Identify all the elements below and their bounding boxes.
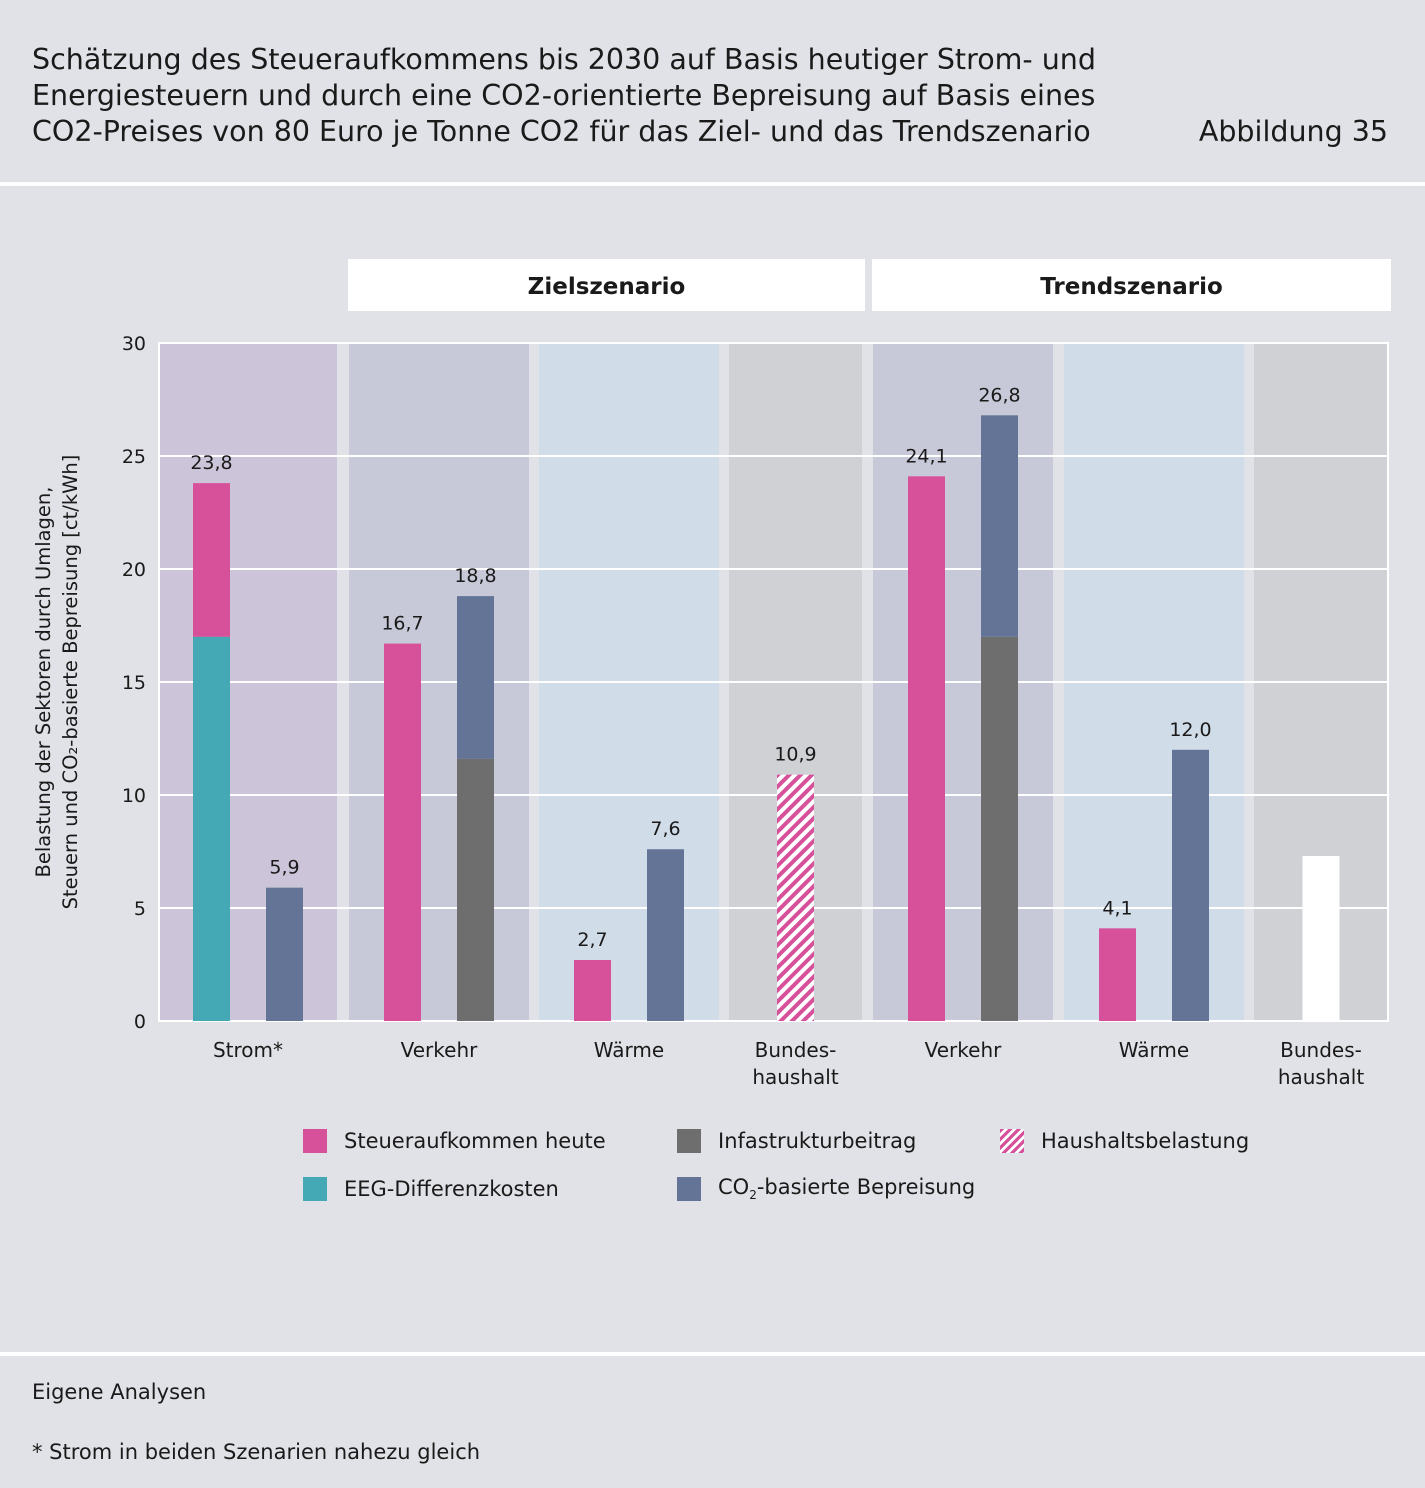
bar-chart: 0 5 10 15 20 25 30 Zielszenario Trendszenario 23,… (32, 259, 1391, 1089)
bar-segment-co2 (266, 887, 303, 1021)
x-tick-label: haushalt (752, 1065, 839, 1089)
y-axis-title-line: Belastung der Sektoren durch Umlagen, (32, 487, 55, 878)
bar-segment-steuer (1099, 928, 1136, 1021)
y-tick-label: 30 (122, 333, 146, 355)
data-label: 4,1 (1102, 897, 1132, 919)
bar-segment-eeg (193, 636, 230, 1021)
title-line: Schätzung des Steueraufkommens bis 2030 … (32, 43, 1096, 76)
source-note: Eigene Analysen (32, 1380, 207, 1404)
bar-segment-steuer (574, 959, 611, 1021)
legend-label: EEG-Differenzkosten (344, 1177, 559, 1201)
divider-top (0, 182, 1425, 186)
footnote: * Strom in beiden Szenarien nahezu gleic… (32, 1440, 481, 1464)
y-axis-title: Belastung der Sektoren durch Umlagen, Ste… (32, 455, 82, 910)
x-tick-label: Verkehr (925, 1038, 1003, 1062)
y-axis-title-line: Steuern und CO₂-basierte Bepreisung [ct/… (59, 455, 82, 910)
x-tick-label: Bundes- (1280, 1038, 1362, 1062)
legend-swatch-steuer (303, 1129, 327, 1153)
legend-item-haushalt: Haushaltsbelastung (1000, 1126, 1249, 1156)
legend-label: Steueraufkommen heute (344, 1129, 606, 1153)
y-tick-label: 25 (122, 446, 146, 468)
data-label: 18,8 (454, 565, 496, 587)
bar-segment-white (1302, 856, 1340, 1021)
x-tick-label: Wärme (1119, 1038, 1189, 1062)
plot-frame (158, 342, 1389, 1022)
x-tick-label: Strom* (213, 1038, 283, 1062)
legend-swatch-haushalt (1000, 1129, 1024, 1153)
header: Schätzung des Steueraufkommens bis 2030 … (0, 0, 1425, 182)
y-tick-label: 15 (122, 672, 146, 694)
data-label: 7,6 (650, 818, 680, 840)
data-label: 10,9 (774, 744, 816, 766)
scenario-header-label: Zielszenario (528, 274, 686, 300)
data-label: 12,0 (1169, 719, 1211, 741)
x-tick-label: haushalt (1278, 1065, 1365, 1089)
legend-label: CO2-basierte Bepreisung (718, 1175, 976, 1203)
y-tick-label: 0 (134, 1011, 146, 1033)
bar-segment-haushalt (777, 774, 814, 1021)
y-tick-label: 5 (134, 898, 146, 920)
data-label: 24,1 (905, 445, 947, 467)
data-label: 23,8 (190, 452, 232, 474)
bar-segment-co2 (647, 849, 684, 1021)
scenario-header-box (348, 259, 865, 311)
x-tick-label: Bundes- (755, 1038, 837, 1062)
bar-segment-infra (981, 636, 1018, 1021)
legend-item-co2: CO2-basierte Bepreisung (677, 1174, 975, 1204)
legend-label: Haushaltsbelastung (1041, 1129, 1250, 1153)
title-line: CO2-Preises von 80 Euro je Tonne CO2 für… (32, 115, 1091, 148)
divider-bottom (0, 1352, 1425, 1356)
x-tick-label: Verkehr (401, 1038, 479, 1062)
legend-item-eeg: EEG-Differenzkosten (303, 1174, 559, 1204)
title-line: Energiesteuern und durch eine CO2-orient… (32, 79, 1096, 112)
legend-label: Infastrukturbeitrag (718, 1129, 917, 1153)
bar-segment-steuer (193, 483, 230, 637)
data-label: 26,8 (978, 384, 1020, 406)
y-tick-label: 20 (122, 559, 146, 581)
bar-segment-co2 (1172, 749, 1209, 1021)
legend-item-infra: Infastrukturbeitrag (677, 1126, 916, 1156)
legend-swatch-eeg (303, 1177, 327, 1201)
scenario-header-label: Trendszenario (1040, 274, 1223, 300)
bar-segment-steuer (908, 476, 945, 1022)
data-label: 2,7 (577, 929, 607, 951)
bar-segment-co2 (981, 415, 1018, 637)
bar-segment-steuer (384, 643, 421, 1021)
chart-title: Schätzung des Steueraufkommens bis 2030 … (32, 42, 1132, 150)
bar-segment-infra (457, 758, 494, 1021)
legend-item-steuer: Steueraufkommen heute (303, 1126, 606, 1156)
figure-label: Abbildung 35 (1198, 115, 1388, 148)
legend-swatch-co2 (677, 1177, 701, 1201)
data-label: 5,9 (269, 857, 299, 879)
y-tick-label: 10 (122, 785, 146, 807)
x-tick-label: Wärme (594, 1038, 664, 1062)
data-label: 16,7 (381, 613, 423, 635)
legend-swatch-infra (677, 1129, 701, 1153)
scenario-header-box (872, 259, 1391, 311)
bar-segment-co2 (457, 596, 494, 759)
